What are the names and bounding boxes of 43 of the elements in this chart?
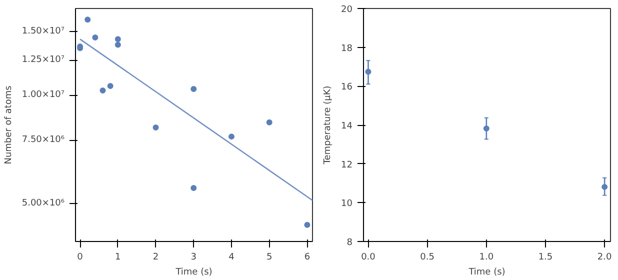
- point: [114, 36, 121, 42]
- point: [602, 184, 608, 190]
- y-tick-label: 7.50×10⁶: [22, 135, 65, 146]
- x-tick-label: 6: [304, 252, 310, 262]
- y-tick-label: 1.25×10⁷: [22, 55, 65, 66]
- y-tick-label: 1.00×10⁷: [22, 90, 65, 100]
- x-tick-label: 0: [77, 252, 84, 262]
- y-tick-label: 18: [341, 44, 353, 54]
- y-tick-label: 14: [341, 122, 353, 132]
- point: [92, 34, 98, 41]
- point: [304, 222, 310, 228]
- point: [152, 124, 159, 130]
- point: [190, 184, 197, 191]
- y-axis-title: Temperature (μK): [323, 86, 334, 166]
- point: [84, 16, 91, 23]
- y-tick-label: 8: [346, 238, 353, 248]
- x-axis-title: Time (s): [468, 268, 506, 278]
- point: [483, 126, 490, 132]
- x-tick-label: 4: [228, 252, 235, 262]
- y-tick-label: 1.50×10⁷: [22, 26, 65, 37]
- x-tick-label: 0.0: [361, 252, 376, 262]
- x-tick-label: 1.5: [538, 252, 553, 262]
- x-tick-label: 1: [115, 252, 121, 262]
- point: [107, 82, 114, 89]
- x-tick-label: 3: [190, 252, 196, 262]
- x-tick-label: 0.5: [420, 252, 434, 262]
- x-tick-label: 5: [266, 252, 272, 262]
- point: [114, 42, 121, 48]
- point: [365, 68, 372, 75]
- y-axis-title: Number of atoms: [4, 85, 14, 164]
- y-tick-label: 20: [341, 5, 353, 15]
- y-tick-label: 5.00×10⁶: [22, 198, 65, 208]
- x-tick-label: 2: [152, 252, 159, 262]
- x-tick-label: 2.0: [597, 252, 612, 262]
- point: [100, 87, 106, 94]
- x-axis-title: Time (s): [174, 268, 212, 278]
- y-tick-label: 12: [341, 160, 352, 170]
- point: [266, 119, 272, 126]
- point: [228, 134, 234, 140]
- y-tick-label: 10: [341, 199, 353, 210]
- y-tick-label: 16: [341, 82, 353, 93]
- x-tick-label: 1.0: [479, 252, 494, 262]
- point: [190, 86, 197, 92]
